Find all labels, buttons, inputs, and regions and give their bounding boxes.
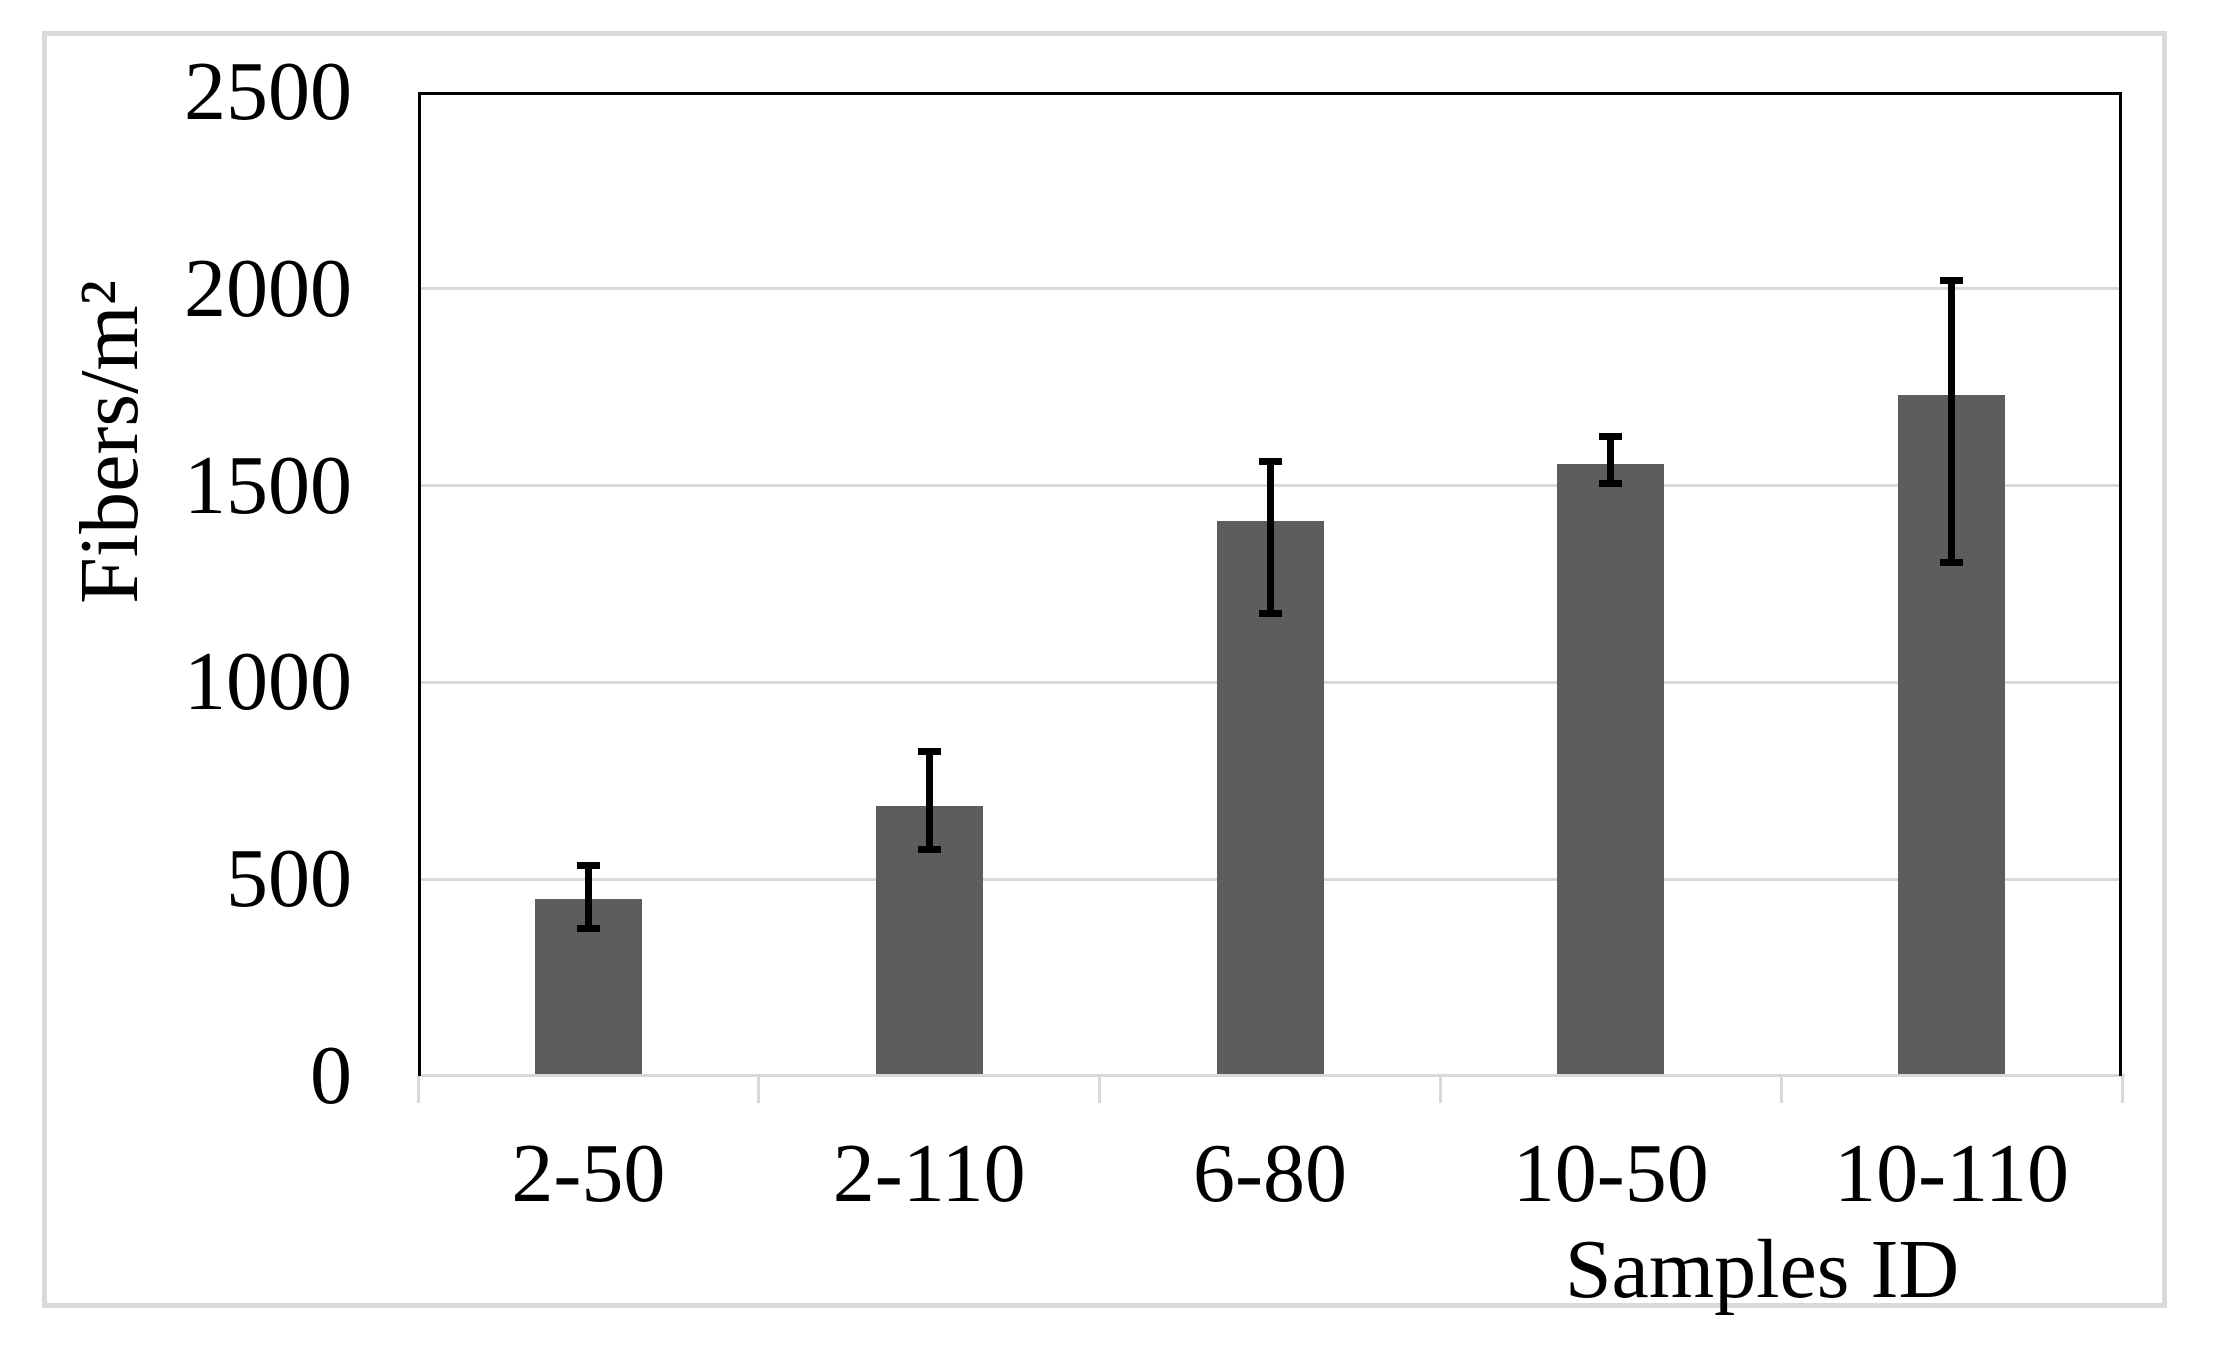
x-tick-label: 10-50: [1512, 1127, 1709, 1220]
figure-border: [42, 31, 2167, 1308]
bar: [1557, 463, 1665, 1076]
error-bar-cap: [1258, 458, 1282, 466]
plot-area-border: [418, 92, 2122, 1076]
error-bar-cap: [1599, 480, 1623, 488]
error-bar-cap: [1940, 277, 1964, 285]
axis-tick: [2120, 1076, 2124, 1103]
axis-tick: [757, 1076, 761, 1103]
y-tick-label: 1500: [184, 438, 352, 532]
y-tick-label: 1000: [184, 635, 352, 729]
axis-tick: [416, 1076, 420, 1103]
error-bar: [1948, 280, 1956, 563]
x-axis-title: Samples ID: [1564, 1223, 1960, 1316]
axis-tick: [1779, 1076, 1783, 1103]
y-axis-title: Fibers/m²: [63, 280, 156, 604]
axis-tick: [1098, 1076, 1102, 1103]
y-tick-label: 500: [226, 832, 352, 926]
y-tick-label: 2500: [184, 45, 352, 138]
error-bar: [1266, 461, 1274, 614]
error-bar-cap: [1258, 610, 1282, 618]
x-tick-label: 2-50: [511, 1127, 666, 1220]
error-bar-cap: [1599, 432, 1623, 440]
error-bar-cap: [1940, 558, 1964, 566]
gridline: [418, 287, 2122, 291]
error-bar-cap: [917, 747, 941, 755]
y-tick-label: 2000: [184, 241, 352, 335]
x-tick-label: 6-80: [1193, 1127, 1347, 1220]
error-bar-cap: [576, 924, 600, 932]
y-tick-label: 0: [310, 1029, 352, 1122]
error-bar: [584, 865, 592, 929]
error-bar-cap: [917, 846, 941, 854]
axis-tick: [1438, 1076, 1442, 1103]
error-bar: [925, 751, 933, 850]
x-tick-label: 2-110: [832, 1127, 1026, 1220]
x-tick-label: 10-110: [1834, 1127, 2070, 1220]
x-axis-line: [418, 1074, 2125, 1077]
error-bar: [1607, 436, 1615, 484]
error-bar-cap: [576, 861, 600, 869]
